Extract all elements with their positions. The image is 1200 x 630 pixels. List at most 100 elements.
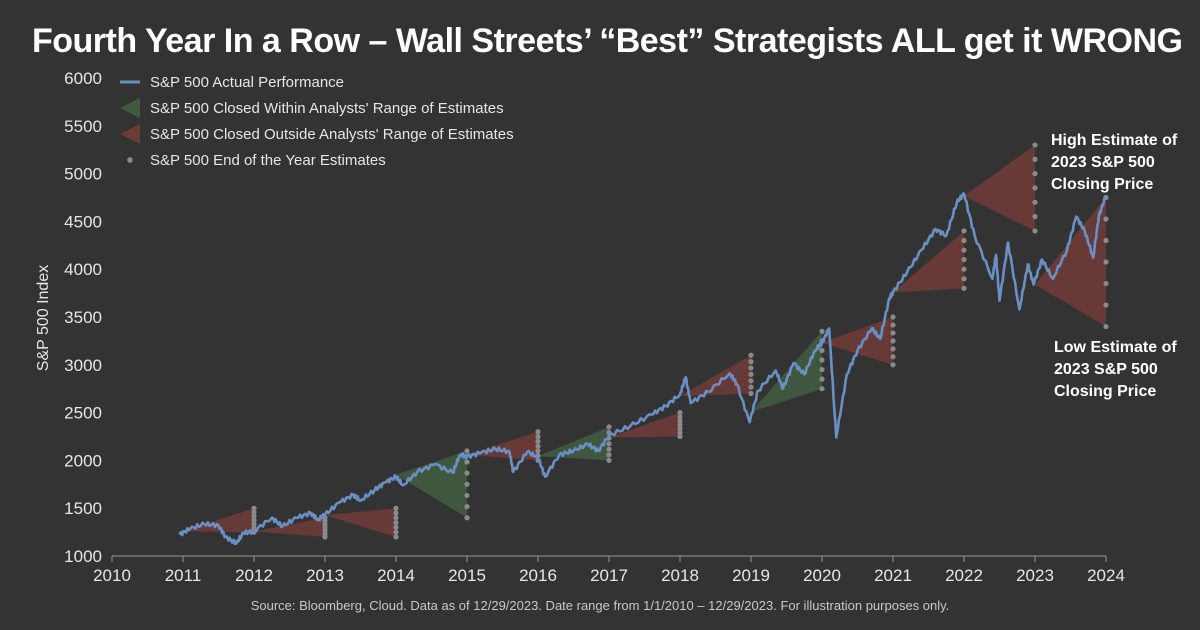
estimate-dot-2015 [535, 429, 541, 435]
legend-label: S&P 500 Closed Outside Analysts' Range o… [150, 126, 514, 143]
y-tick-label: 1000 [64, 547, 102, 566]
y-tick-label: 5000 [64, 165, 102, 184]
legend-outside-swatch [120, 124, 140, 144]
estimate-dot-2018 [748, 359, 754, 365]
y-tick-label: 3500 [64, 308, 102, 327]
estimate-dot-2018 [748, 365, 754, 371]
estimate-dot-2019 [819, 328, 825, 334]
x-tick-label: 2019 [732, 566, 770, 585]
estimate-dot-2020 [890, 338, 896, 344]
estimate-dot-2023 [1103, 280, 1109, 287]
estimate-dot-2018 [748, 371, 754, 377]
estimate-range-2014 [396, 450, 467, 518]
estimate-dot-2020 [890, 354, 896, 360]
estimate-dot-2013 [393, 515, 399, 521]
estimate-range-2016 [538, 426, 609, 461]
estimate-dot-2013 [393, 505, 399, 511]
legend-label: S&P 500 Closed Within Analysts' Range of… [150, 100, 504, 117]
y-tick-label: 5500 [64, 117, 102, 136]
estimate-dot-2013 [393, 519, 399, 526]
estimate-dot-2023 [1103, 302, 1109, 308]
chart-title: Fourth Year In a Row – Wall Streets’ “Be… [32, 22, 1183, 60]
annotations-layer: High Estimate of 2023 S&P 500 Closing Pric… [1051, 132, 1178, 400]
estimate-dot-2018 [748, 378, 754, 384]
estimate-dot-2022 [1032, 171, 1038, 177]
estimate-dot-2017 [677, 410, 683, 416]
estimate-dot-2023 [1103, 323, 1109, 330]
estimate-dot-2022 [1032, 214, 1038, 220]
estimate-dot-2019 [819, 366, 825, 373]
estimate-range-2017 [609, 412, 680, 438]
estimate-dot-2014 [464, 459, 470, 465]
estimate-dot-2016 [606, 446, 612, 452]
x-tick-label: 2012 [235, 566, 273, 585]
actual-performance-line [178, 192, 1108, 546]
estimate-dot-2014 [464, 504, 470, 510]
x-tick-label: 2011 [165, 566, 202, 585]
estimate-dot-2022 [1032, 142, 1038, 148]
y-tick-label: 3000 [64, 356, 102, 375]
x-tick-label: 2013 [306, 566, 344, 585]
estimate-dot-2011 [251, 505, 257, 511]
estimate-range-2013 [325, 508, 396, 537]
annotation-high: 2023 S&P 500 [1051, 154, 1155, 171]
estimate-dot-2013 [393, 510, 399, 516]
estimate-dot-2020 [890, 346, 896, 352]
annotation-low: Low Estimate of [1054, 339, 1177, 356]
estimate-dot-2015 [535, 448, 541, 454]
estimate-dot-2014 [464, 448, 470, 454]
estimate-dot-2021 [961, 257, 967, 263]
estimate-range-2020 [822, 317, 893, 365]
estimate-dot-2013 [393, 534, 399, 540]
y-tick-label: 6000 [64, 69, 102, 88]
estimate-dot-2018 [748, 384, 754, 390]
estimate-range-2019 [751, 331, 822, 412]
source-note: Source: Bloomberg, Cloud. Data as of 12/… [250, 598, 950, 613]
estimate-dot-2013 [393, 529, 399, 535]
estimate-dot-2020 [890, 322, 896, 328]
x-tick-label: 2016 [519, 566, 557, 585]
estimate-dot-2017 [677, 417, 683, 424]
estimate-range-2022 [964, 144, 1035, 231]
actual-line-layer [178, 192, 1108, 546]
x-tick-label: 2018 [661, 566, 699, 585]
estimate-range-2021 [893, 230, 964, 293]
estimate-dot-2023 [1103, 216, 1109, 222]
estimate-dot-2015 [535, 443, 541, 449]
estimate-dots-layer [251, 142, 1109, 540]
estimate-dot-2016 [606, 457, 612, 463]
estimate-dot-2017 [677, 421, 683, 428]
estimate-dot-2021 [961, 247, 967, 253]
y-tick-label: 4500 [64, 212, 102, 231]
estimate-dot-2020 [890, 314, 896, 320]
estimate-dot-2017 [677, 433, 683, 440]
legend-label: S&P 500 End of the Year Estimates [150, 152, 386, 169]
estimate-dot-2015 [535, 438, 541, 444]
y-tick-label: 1500 [64, 499, 102, 518]
estimate-range-2023 [1035, 197, 1106, 327]
estimate-dot-2018 [748, 352, 754, 358]
estimate-dot-2019 [819, 347, 825, 354]
estimate-dot-2021 [961, 276, 967, 282]
x-tick-label: 2024 [1087, 566, 1125, 585]
x-tick-label: 2017 [590, 566, 628, 585]
estimate-dot-2016 [606, 424, 612, 430]
estimate-dot-2011 [251, 521, 257, 527]
estimate-dot-2016 [606, 452, 612, 458]
estimate-dot-2011 [251, 509, 257, 515]
estimate-dot-2019 [819, 357, 825, 363]
x-tick-label: 2015 [448, 566, 486, 585]
estimate-dot-2014 [464, 515, 470, 521]
y-axis-label: S&P 500 Index [35, 265, 52, 371]
estimate-dot-2016 [606, 441, 612, 447]
estimate-dot-2022 [1032, 199, 1038, 205]
x-tick-label: 2014 [377, 566, 415, 585]
estimate-dot-2020 [890, 330, 896, 336]
estimate-dot-2014 [464, 492, 470, 499]
estimate-dot-2017 [677, 425, 683, 432]
estimate-dot-2015 [535, 433, 541, 440]
estimate-dot-2021 [961, 237, 967, 244]
estimate-dot-2018 [748, 390, 754, 397]
annotation-low: 2023 S&P 500 [1054, 361, 1158, 378]
